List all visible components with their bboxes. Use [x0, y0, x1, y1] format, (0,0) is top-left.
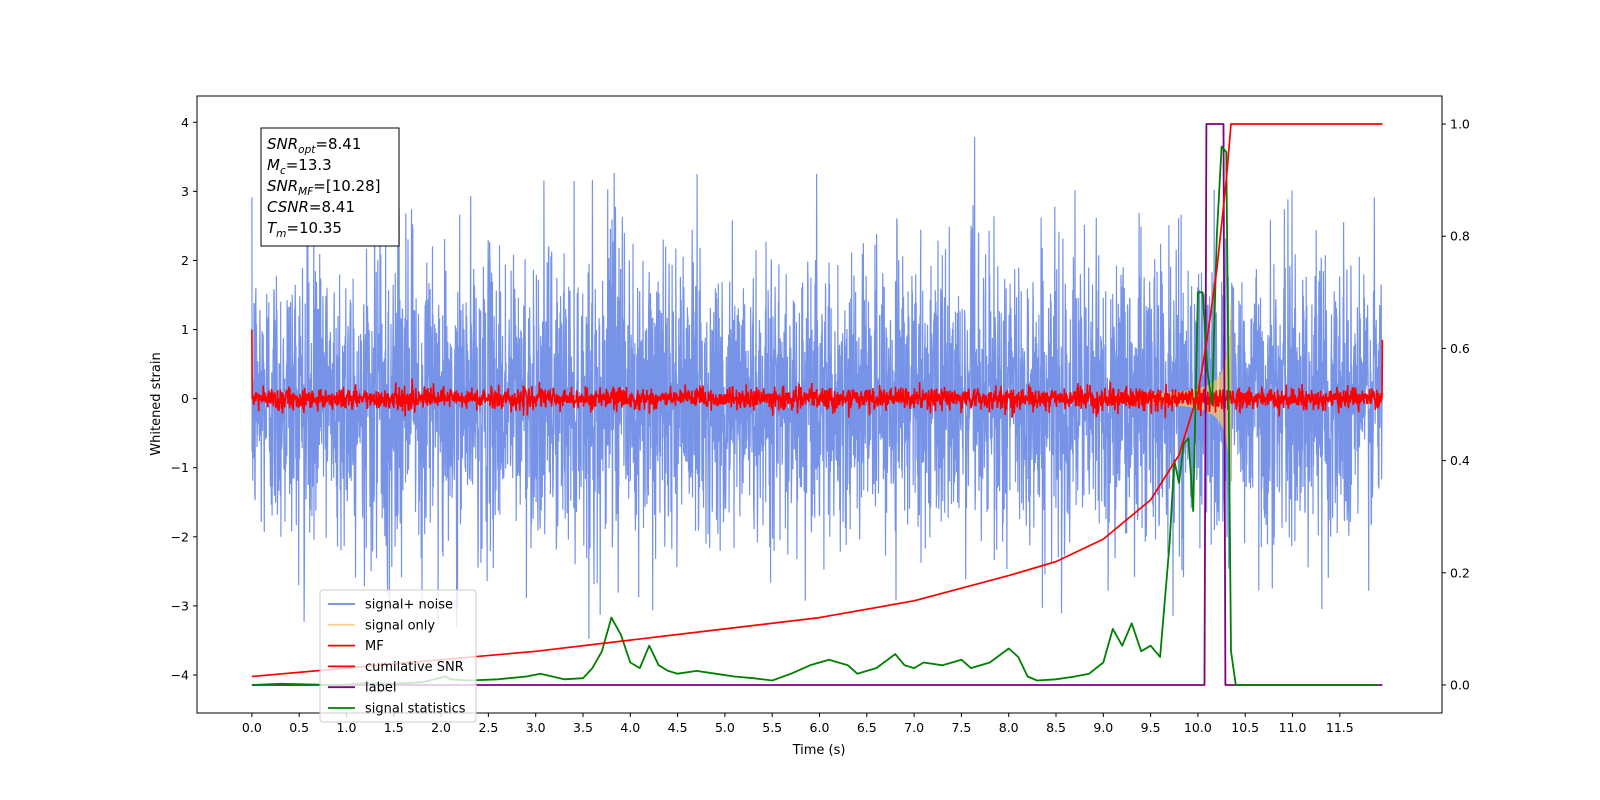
x-tick-label: 1.0	[337, 720, 357, 735]
x-tick-label: 8.5	[1046, 720, 1066, 735]
x-tick-label: 3.5	[573, 720, 593, 735]
y-tick-label: 4	[181, 115, 189, 130]
plot-area	[251, 123, 1384, 686]
y-axis-label: Whitened strain	[149, 352, 164, 455]
legend-label: label	[365, 681, 396, 696]
x-tick-label: 8.0	[999, 720, 1019, 735]
x-tick-label: 7.5	[951, 720, 971, 735]
legend-label: MF	[365, 639, 384, 654]
y2-tick-label: 0.8	[1450, 229, 1470, 244]
x-tick-label: 3.0	[526, 720, 546, 735]
y2-tick-label: 0.2	[1450, 565, 1470, 580]
y-tick-label: −4	[171, 667, 189, 682]
x-tick-label: 9.5	[1141, 720, 1161, 735]
x-tick-label: 4.5	[668, 720, 688, 735]
y2-tick-label: 0.6	[1450, 341, 1470, 356]
x-tick-label: 5.0	[715, 720, 735, 735]
x-tick-label: 2.5	[478, 720, 498, 735]
x-axis-label: Time (s)	[792, 743, 846, 758]
annotation-line: Mc=13.3	[267, 156, 332, 177]
series-cumulative-snr	[251, 123, 1383, 678]
x-tick-label: 10.0	[1184, 720, 1212, 735]
y-tick-label: 1	[181, 322, 189, 337]
x-tick-label: 11.5	[1326, 720, 1354, 735]
y-tick-label: −3	[171, 598, 189, 613]
y-tick-label: 2	[181, 253, 189, 268]
annotation-line: CSNR=8.41	[267, 198, 355, 216]
y-tick-label: 0	[181, 391, 189, 406]
y-tick-label: 3	[181, 184, 189, 199]
x-tick-label: 5.5	[762, 720, 782, 735]
legend-box	[319, 589, 477, 723]
annotation-line: Tm=10.35	[267, 219, 342, 240]
x-tick-label: 9.0	[1093, 720, 1113, 735]
stats-annotation: SNRopt=8.41Mc=13.3SNRMF=[10.28]CSNR=8.41…	[260, 127, 400, 247]
y2-axis: 1.0 0.8 0.6 0.4 0.2 0.0	[1442, 117, 1470, 692]
legend-label: signal only	[365, 618, 435, 633]
x-tick-label: 6.0	[810, 720, 830, 735]
y-tick-label: −1	[171, 460, 189, 475]
y-tick-label: −2	[171, 529, 189, 544]
legend-label: signal statistics	[365, 702, 466, 717]
x-tick-label: 10.5	[1231, 720, 1259, 735]
y2-tick-label: 1.0	[1450, 117, 1470, 132]
x-tick-label: 4.0	[620, 720, 640, 735]
x-tick-label: 2.0	[431, 720, 451, 735]
x-tick-label: 7.0	[904, 720, 924, 735]
legend-label: signal+ noise	[365, 598, 453, 613]
series-signal-statistics	[251, 145, 1378, 686]
y-axis: 4 3 2 1 0 −1 −2 −3 −4	[171, 115, 197, 682]
annotation-line: SNRMF=[10.28]	[267, 177, 381, 198]
series-mf	[251, 329, 1384, 419]
x-axis: 0.0 0.5 1.0 1.5 2.0 2.5 3.0 3.5 4.0 4.5 5.0 5.5 6.0 6…	[242, 713, 1354, 735]
y2-tick-label: 0.0	[1450, 677, 1470, 692]
x-tick-label: 0.0	[242, 720, 262, 735]
annotation-line: SNRopt=8.41	[267, 135, 361, 156]
y2-tick-label: 0.4	[1450, 453, 1470, 468]
legend-label: cumilative SNR	[365, 660, 464, 675]
series-signal-noise	[251, 137, 1383, 639]
legend: signal+ noise signal only MF cumilative SNR…	[319, 589, 477, 723]
x-tick-label: 6.5	[857, 720, 877, 735]
x-tick-label: 1.5	[384, 720, 404, 735]
annotation-box	[260, 127, 400, 247]
x-tick-label: 11.0	[1279, 720, 1307, 735]
x-tick-label: 0.5	[289, 720, 309, 735]
